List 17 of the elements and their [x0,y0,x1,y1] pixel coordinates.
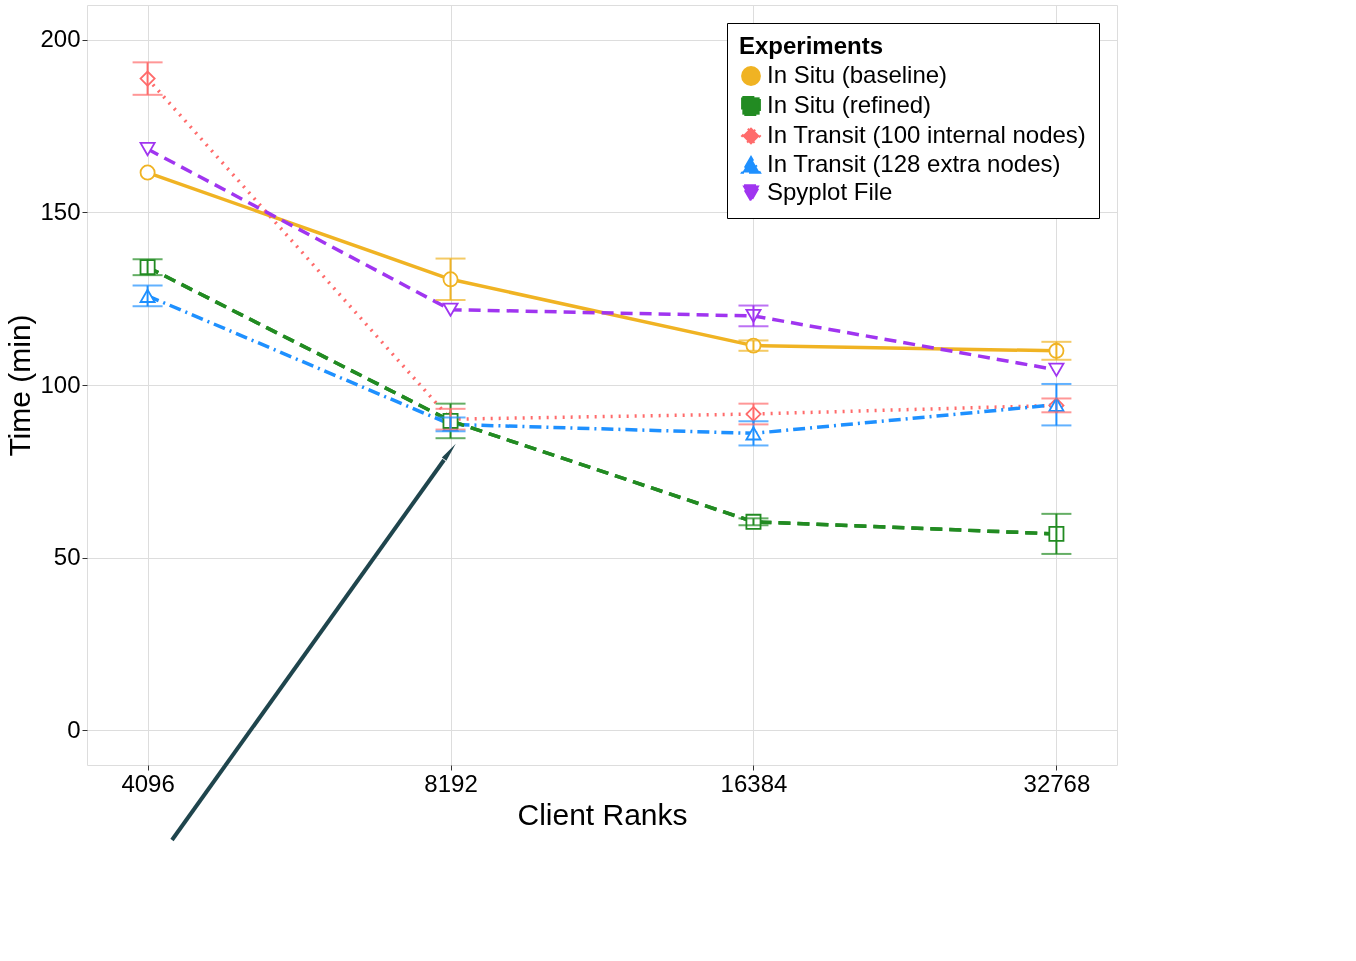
legend-label: In Transit (100 internal nodes) [767,121,1086,148]
x-tick-label: 4096 [121,769,175,797]
legend-title: Experiments [739,32,884,59]
x-tick-label: 16384 [720,769,788,797]
legend-label: In Situ (baseline) [767,61,948,88]
y-axis-title: Time (min) [3,314,37,457]
y-tick-label: 100 [40,370,81,398]
y-tick-label: 50 [53,543,81,571]
x-tick-label: 32768 [1023,769,1091,797]
y-tick-label: 200 [40,25,81,53]
legend-label: Spyplot File [767,178,893,205]
y-tick-label: 0 [67,715,81,743]
x-tick-label: 8192 [424,769,478,797]
legend-label: In Situ (refined) [767,91,932,118]
y-tick-label: 150 [40,197,81,225]
x-axis-title: Client Ranks [517,797,688,831]
legend-label: In Transit (128 extra nodes) [767,150,1061,177]
